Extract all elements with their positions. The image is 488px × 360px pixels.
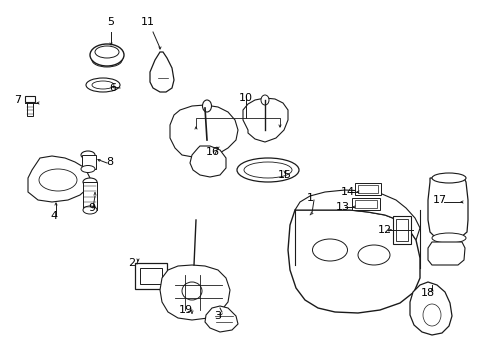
Text: 8: 8 [106,157,113,167]
Polygon shape [287,210,419,313]
Ellipse shape [81,166,95,172]
Ellipse shape [422,304,440,326]
Ellipse shape [182,282,202,300]
Text: 19: 19 [179,305,193,315]
Text: 16: 16 [205,147,220,157]
Ellipse shape [431,173,465,183]
Ellipse shape [357,245,389,265]
Ellipse shape [244,162,291,178]
Ellipse shape [261,95,268,105]
Text: 11: 11 [141,17,155,27]
Ellipse shape [202,100,211,112]
Bar [351,198,379,210]
Text: 14: 14 [340,187,354,197]
Bar [357,185,377,193]
Text: 7: 7 [15,95,21,105]
Ellipse shape [81,151,95,159]
Polygon shape [294,190,419,240]
Bar [354,183,380,195]
Ellipse shape [83,206,97,214]
Text: 12: 12 [377,225,391,235]
Bar [135,263,167,289]
Polygon shape [243,98,287,142]
Bar [25,96,35,102]
Polygon shape [190,146,225,177]
Polygon shape [150,52,174,92]
Polygon shape [427,178,467,240]
Bar [82,155,96,169]
Bar [27,102,33,116]
Bar [83,182,97,210]
Polygon shape [427,242,464,265]
Polygon shape [170,105,238,157]
Ellipse shape [86,78,120,92]
Text: 13: 13 [335,202,349,212]
Ellipse shape [312,239,347,261]
Bar [392,216,410,244]
Text: 4: 4 [50,211,58,221]
Polygon shape [160,265,229,320]
Ellipse shape [90,44,124,66]
Polygon shape [204,306,238,332]
Text: 18: 18 [420,288,434,298]
Text: 17: 17 [432,195,446,205]
Polygon shape [28,156,90,202]
Ellipse shape [39,169,77,191]
Text: 9: 9 [88,203,95,213]
Polygon shape [409,282,451,335]
Text: 1: 1 [306,193,313,203]
Text: 3: 3 [214,311,221,321]
Text: 15: 15 [278,170,291,180]
Ellipse shape [92,81,114,89]
Bar [140,268,162,284]
Ellipse shape [83,178,97,186]
Text: 6: 6 [109,83,116,93]
Text: 10: 10 [239,93,252,103]
Bar [354,200,376,208]
Bar [395,219,407,241]
Text: 5: 5 [107,17,114,27]
Ellipse shape [431,233,465,243]
Ellipse shape [95,46,119,58]
Ellipse shape [237,158,298,182]
Text: 2: 2 [128,258,135,268]
